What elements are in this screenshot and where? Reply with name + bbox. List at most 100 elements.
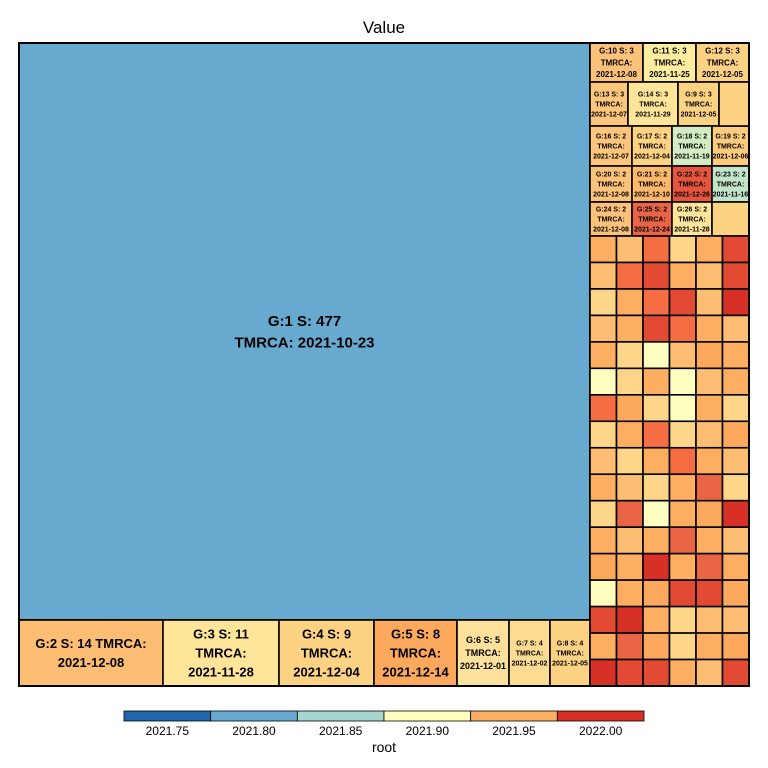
tile-group-14: G:14 S: 3 TMRCA: 2021-11-29 [627,81,679,127]
tile-group-13: G:13 S: 3 TMRCA: 2021-12-07 [589,81,629,127]
tile-small [642,526,671,555]
tile-small [668,526,697,555]
tile-label: TMRCA: [638,216,666,223]
tile-small [668,314,697,343]
tile-small [711,201,750,237]
tile-label: G:19 S: 2 [715,133,745,140]
tile-small [721,446,750,476]
tile-small [589,526,618,555]
tile-small [721,341,750,370]
tile-small [615,420,644,449]
legend-tick-label: 2021.90 [406,724,450,738]
tile-small [668,341,697,370]
tile-small [589,394,618,423]
chart-title: Value [363,18,405,37]
tile-label: G:2 S: 14 TMRCA: [35,636,146,651]
tile-small [642,341,671,370]
tile-small [642,632,671,661]
tile-label: 2021-12-06 [713,154,749,161]
tile-small [642,235,671,264]
tile-label: TMRCA: [638,143,666,150]
tile-small [615,499,644,528]
tile-rect [162,619,280,687]
tile-small [721,235,750,264]
tile-group-25: G:25 S: 2 TMRCA: 2021-12-24 [631,201,673,237]
tile-small [695,473,724,502]
tile-small [695,341,724,370]
tile-small [642,420,671,449]
tile-rect [671,201,713,237]
tile-label: G:24 S: 2 [596,206,626,213]
tile-label: TMRCA: [301,646,352,661]
tile-label: G:16 S: 2 [596,133,626,140]
tile-group-5: G:5 S: 8 TMRCA: 2021-12-14 [373,619,458,687]
tile-group-20: G:20 S: 2 TMRCA: 2021-12-08 [589,165,633,203]
tile-small [668,605,697,634]
tile-label: 2021-11-29 [635,112,671,119]
tile-label: G:22 S: 2 [677,171,707,178]
tile-label: G:4 S: 9 [302,627,351,642]
tile-small [721,499,750,528]
tile-label: 2021-11-28 [188,664,254,679]
tile-small [695,367,724,396]
tile-label: TMRCA: [516,650,544,657]
tile-small [642,579,671,608]
tile-rect [631,201,673,237]
tile-small [589,473,618,502]
tile-small [615,367,644,396]
tile-small [642,394,671,423]
tile-rect [18,42,591,621]
tile-small [642,446,671,476]
tile-label: G:7 S: 4 [516,640,543,647]
tile-label: G:8 S: 4 [557,640,584,647]
tile-label: 2021-12-14 [382,664,449,679]
tile-label: TMRCA: [654,58,686,67]
tile-small [721,632,750,661]
tile-small [721,526,750,555]
tile-label: TMRCA: [717,143,745,150]
tile-small [589,605,618,634]
legend-swatch [296,710,385,722]
tile-small [642,261,671,290]
tile-label: 2021-12-05 [552,661,588,668]
tile-small [615,579,644,608]
legend-tick-label: 2021.75 [146,724,190,738]
tile-small [615,446,644,476]
tile-small [721,288,750,317]
tile-group-6: G:6 S: 5 TMRCA: 2021-12-01 [456,619,510,687]
tile-label: 2021-12-08 [596,70,637,79]
tile-small [589,632,618,661]
tile-rect [18,619,164,687]
tile-small [668,446,697,476]
tile-label: 2021-11-25 [649,70,690,79]
tile-small [589,658,618,687]
tile-group-18: G:18 S: 2 TMRCA: 2021-11-19 [671,125,713,167]
tile-label: 2021-12-07 [593,154,629,161]
tile-rect [671,165,713,203]
treemap-tiles: G:1 S: 477 TMRCA: 2021-10-23 G:2 S: 14 TMR… [18,42,750,687]
tile-label: 2021-12-04 [634,154,670,161]
tile-label: TMRCA: [597,216,625,223]
tile-group-24: G:24 S: 2 TMRCA: 2021-12-08 [589,201,633,237]
tile-rect [589,165,633,203]
tile-small [695,420,724,449]
color-legend: 2021.75 2021.80 2021.85 2021.90 2021.95 2022.… [123,710,645,738]
tile-rect [711,165,750,203]
tile-small [695,394,724,423]
tile-small [589,446,618,476]
tile-small [695,314,724,343]
tile-label: G:5 S: 8 [391,627,440,642]
tile-rect [642,42,697,83]
tile-group-9: G:9 S: 3 TMRCA: 2021-12-05 [677,81,720,127]
tile-label: TMRCA: [601,58,633,67]
tile-small [615,341,644,370]
tile-small [615,473,644,502]
tile-small [668,420,697,449]
tile-group-10: G:10 S: 3 TMRCA: 2021-12-08 [589,42,644,83]
legend-swatch [123,710,212,722]
tile-label: G:26 S: 2 [677,206,707,213]
tile-rect [677,81,720,127]
tile-small [695,605,724,634]
tile-small [615,288,644,317]
tile-label: TMRCA: [639,101,667,108]
